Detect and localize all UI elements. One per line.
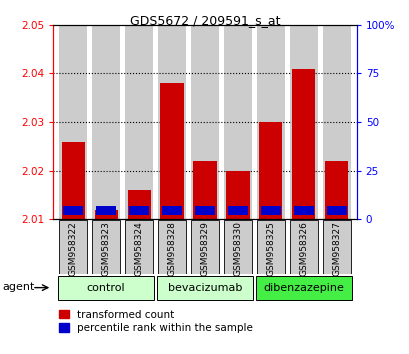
Bar: [63, 206, 83, 215]
Bar: [94, 210, 117, 219]
Bar: [326, 206, 346, 215]
Bar: [292, 69, 315, 219]
Bar: [293, 206, 313, 215]
Bar: [261, 206, 280, 215]
Bar: [228, 206, 247, 215]
FancyBboxPatch shape: [223, 220, 252, 274]
Text: GDS5672 / 209591_s_at: GDS5672 / 209591_s_at: [129, 14, 280, 27]
Legend: transformed count, percentile rank within the sample: transformed count, percentile rank withi…: [58, 310, 252, 333]
FancyBboxPatch shape: [191, 220, 218, 274]
Bar: [92, 25, 120, 219]
FancyBboxPatch shape: [58, 276, 153, 299]
Bar: [61, 142, 84, 219]
Text: GSM958325: GSM958325: [266, 221, 275, 276]
Bar: [59, 25, 87, 219]
Bar: [191, 25, 218, 219]
Text: GSM958322: GSM958322: [68, 221, 77, 276]
Text: GSM958326: GSM958326: [299, 221, 308, 276]
Bar: [193, 161, 216, 219]
FancyBboxPatch shape: [256, 220, 284, 274]
Bar: [162, 206, 181, 215]
FancyBboxPatch shape: [157, 276, 252, 299]
Text: GSM958328: GSM958328: [167, 221, 176, 276]
Text: control: control: [87, 282, 125, 293]
Text: dibenzazepine: dibenzazepine: [263, 282, 344, 293]
Bar: [256, 25, 284, 219]
Bar: [96, 206, 116, 215]
Bar: [289, 25, 317, 219]
FancyBboxPatch shape: [59, 220, 87, 274]
Bar: [195, 206, 214, 215]
Text: GSM958327: GSM958327: [332, 221, 341, 276]
FancyBboxPatch shape: [92, 220, 120, 274]
Bar: [127, 190, 150, 219]
Bar: [325, 161, 348, 219]
FancyBboxPatch shape: [157, 220, 186, 274]
Text: agent: agent: [3, 282, 35, 292]
Bar: [226, 171, 249, 219]
Bar: [259, 122, 282, 219]
FancyBboxPatch shape: [289, 220, 317, 274]
Bar: [157, 25, 186, 219]
FancyBboxPatch shape: [322, 220, 350, 274]
Bar: [129, 206, 148, 215]
Text: GSM958324: GSM958324: [134, 221, 143, 276]
FancyBboxPatch shape: [256, 276, 351, 299]
Bar: [322, 25, 350, 219]
Bar: [223, 25, 252, 219]
Text: GSM958330: GSM958330: [233, 221, 242, 276]
Text: GSM958329: GSM958329: [200, 221, 209, 276]
Bar: [125, 25, 153, 219]
Bar: [160, 83, 183, 219]
Text: bevacizumab: bevacizumab: [167, 282, 242, 293]
FancyBboxPatch shape: [125, 220, 153, 274]
Text: GSM958323: GSM958323: [101, 221, 110, 276]
